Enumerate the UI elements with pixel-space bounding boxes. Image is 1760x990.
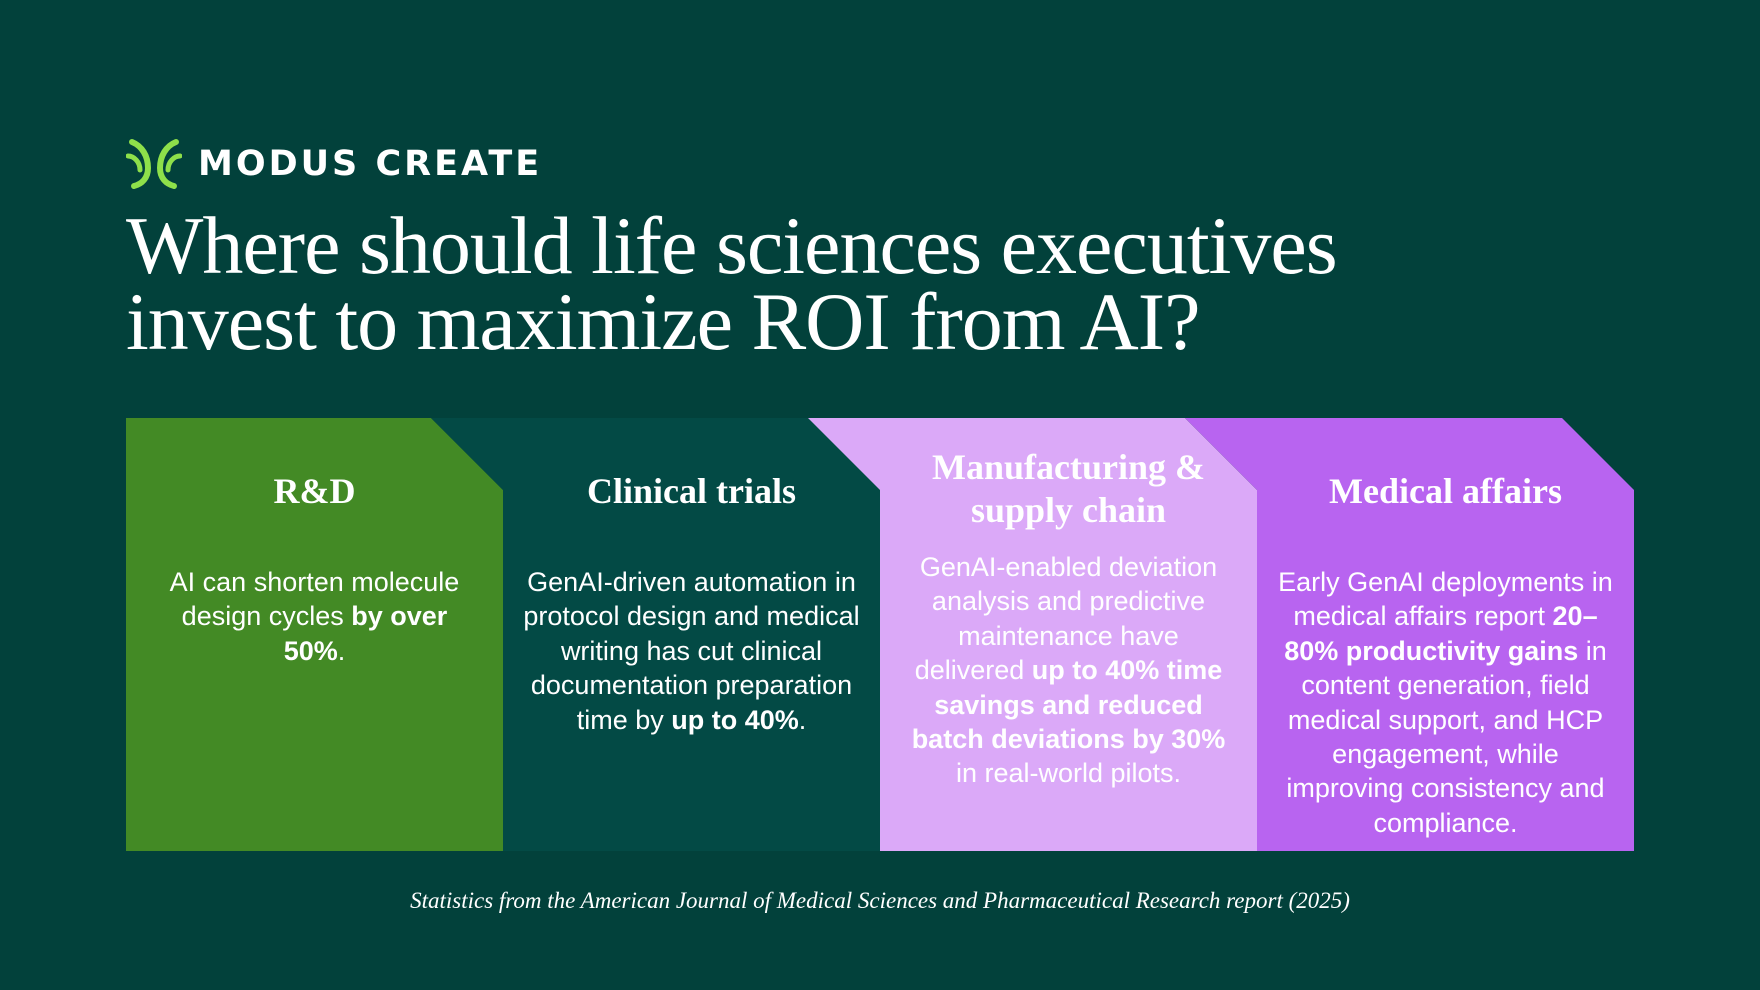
- panel-content: Medical affairs Early GenAI deployments …: [1257, 418, 1634, 851]
- panels-row: R&D AI can shorten molecule design cycle…: [126, 418, 1634, 851]
- highlight-stat: by over 50%: [283, 601, 448, 666]
- panel-content: Manufacturing & supply chain GenAI-enabl…: [880, 418, 1257, 851]
- panel-background: [1185, 418, 1634, 851]
- body-text: GenAI-enabled deviation analysis and pre…: [914, 552, 1218, 686]
- panel-title: Manufacturing & supply chain: [932, 447, 1205, 530]
- headline: Where should life sciences executives in…: [126, 200, 1338, 367]
- brand-name: MODUS CREATE: [198, 144, 543, 184]
- body-text: .: [337, 635, 346, 666]
- body-text: in content generation, field medical sup…: [1286, 635, 1607, 838]
- body-text: Early GenAI deployments in medical affai…: [1278, 567, 1613, 632]
- panel-title: Clinical trials: [587, 471, 796, 511]
- body-text: GenAI-driven automation in protocol desi…: [523, 567, 860, 735]
- body-text: .: [798, 704, 807, 735]
- panel-content: Clinical trials GenAI-driven automation …: [503, 418, 880, 851]
- panel-background: [431, 418, 880, 851]
- panel-medical-affairs: Medical affairs Early GenAI deployments …: [1185, 418, 1634, 851]
- panel-body: AI can shorten molecule design cycles by…: [155, 565, 475, 668]
- panel-body: GenAI-enabled deviation analysis and pre…: [904, 550, 1234, 791]
- panel-body: GenAI-driven automation in protocol desi…: [517, 565, 867, 737]
- highlight-stat: up to 40% time savings and reduced batch…: [911, 655, 1226, 755]
- panel-manufacturing: Manufacturing & supply chain GenAI-enabl…: [808, 418, 1257, 851]
- panel-shape: [808, 418, 1257, 851]
- highlight-stat: 20–80% productivity gains: [1284, 601, 1598, 666]
- panel-background: [126, 418, 503, 851]
- body-text: AI can shorten molecule design cycles: [169, 567, 460, 632]
- panel-background: [808, 418, 1257, 851]
- panel-shape: [431, 418, 880, 851]
- panel-title: Medical affairs: [1329, 471, 1562, 511]
- leaf-mark-icon: [126, 139, 182, 189]
- panel-rnd: R&D AI can shorten molecule design cycle…: [126, 418, 503, 851]
- source-footnote: Statistics from the American Journal of …: [410, 888, 1350, 913]
- panel-title: R&D: [273, 471, 356, 511]
- brand-logo: MODUS CREATE: [126, 138, 542, 190]
- panel-shape: [1185, 418, 1634, 851]
- body-text: in real-world pilots.: [955, 758, 1182, 789]
- highlight-stat: up to 40%: [671, 704, 799, 735]
- panel-body: Early GenAI deployments in medical affai…: [1276, 565, 1616, 840]
- panel-clinical-trials: Clinical trials GenAI-driven automation …: [431, 418, 880, 851]
- panel-content: R&D AI can shorten molecule design cycle…: [126, 418, 503, 851]
- panel-shape: [126, 418, 503, 851]
